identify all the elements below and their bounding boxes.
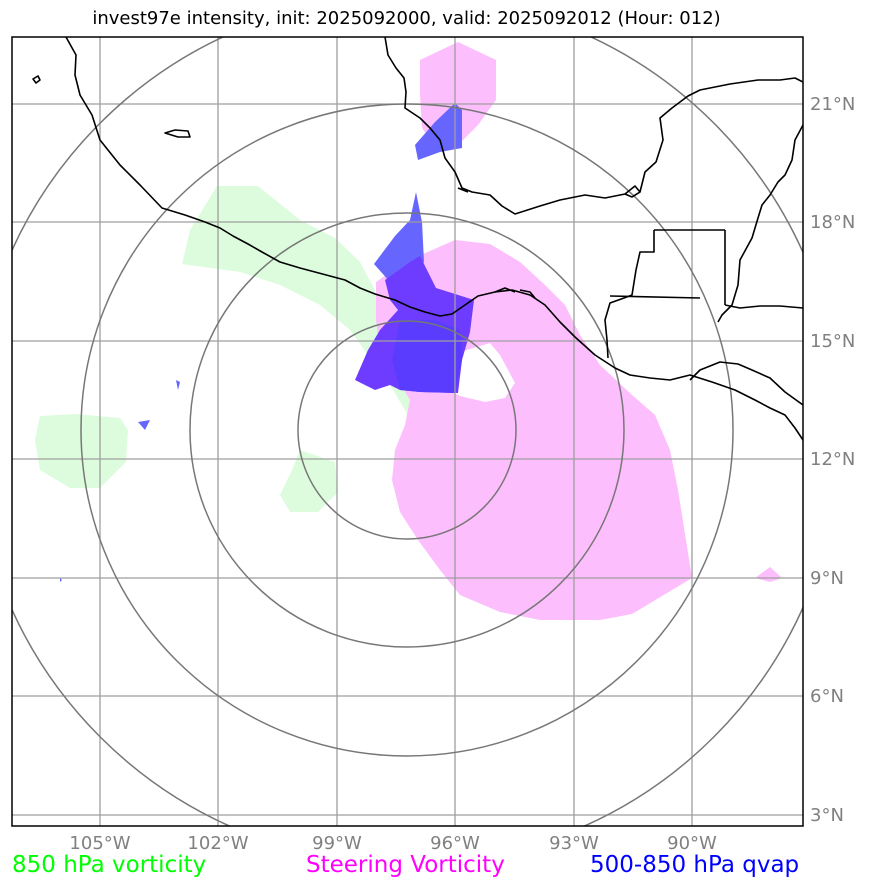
- lat-label-18n: 18°N: [810, 212, 855, 233]
- lat-label-3n: 3°N: [810, 805, 844, 826]
- coastlines: [32, 37, 803, 441]
- lon-label-99w: 99°W: [312, 833, 362, 854]
- qvap-fill: [60, 103, 474, 582]
- legend-steering-vorticity: Steering Vorticity: [306, 852, 505, 878]
- lon-label-93w: 93°W: [549, 833, 599, 854]
- graticule: [12, 37, 803, 826]
- legend-850-vorticity: 850 hPa vorticity: [12, 852, 207, 878]
- vorticity-850-fill: [35, 186, 422, 512]
- longitude-labels: 105°W 102°W 99°W 96°W 93°W 90°W: [69, 833, 717, 854]
- lon-label-96w: 96°W: [430, 833, 480, 854]
- range-rings: [12, 37, 803, 826]
- lon-label-90w: 90°W: [667, 833, 717, 854]
- lat-label-21n: 21°N: [810, 94, 855, 115]
- map-frame: [11, 36, 804, 827]
- lat-label-12n: 12°N: [810, 449, 855, 470]
- lat-label-15n: 15°N: [810, 331, 855, 352]
- map-title: invest97e intensity, init: 2025092000, v…: [92, 8, 721, 29]
- lon-label-105w: 105°W: [69, 833, 130, 854]
- legend-qvap: 500-850 hPa qvap: [590, 852, 800, 878]
- lat-label-6n: 6°N: [810, 686, 844, 707]
- lon-label-102w: 102°W: [187, 833, 248, 854]
- lat-label-9n: 9°N: [810, 568, 844, 589]
- latitude-labels: 21°N 18°N 15°N 12°N 9°N 6°N 3°N: [810, 94, 855, 826]
